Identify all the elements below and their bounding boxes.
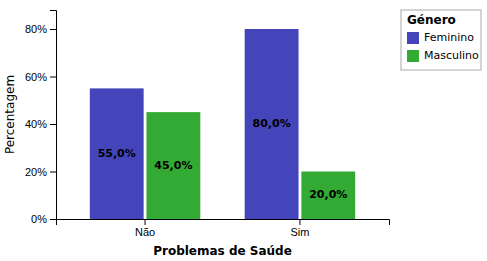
x-axis-title: Problemas de Saúde	[153, 244, 292, 258]
legend-swatch	[407, 50, 419, 62]
y-axis: 0% 20% 40% 60% 80%	[25, 11, 57, 226]
tick: 0%	[31, 213, 56, 225]
bar	[146, 112, 200, 219]
legend-swatch	[407, 32, 419, 44]
chart: 55,0% 80,0% 45,0% 20,0% 0% 20% 40% 60% 80% Não Sim…	[0, 0, 487, 261]
tick-mark	[145, 219, 146, 225]
legend-label: Feminino	[424, 31, 474, 44]
x-axis: Não Sim	[57, 219, 390, 238]
tick-mark	[299, 219, 300, 225]
tick: 40%	[25, 118, 56, 130]
data-label: 45,0%	[154, 159, 192, 172]
tick-label: Sim	[290, 226, 309, 238]
tick: 80%	[25, 23, 56, 35]
tick-label: 80%	[25, 23, 47, 35]
data-label: 20,0%	[309, 188, 347, 201]
bar	[245, 29, 299, 219]
axis-line	[57, 220, 390, 226]
bars	[90, 29, 355, 219]
legend: Género Feminino Masculino	[401, 10, 481, 70]
tick-label: 0%	[31, 213, 47, 225]
tick: Não	[135, 219, 155, 238]
tick-mark	[50, 77, 56, 78]
tick-label: 20%	[25, 166, 47, 178]
data-label: 80,0%	[253, 117, 291, 130]
tick-mark	[50, 219, 56, 220]
tick-mark	[50, 172, 56, 173]
tick: 20%	[25, 166, 56, 178]
legend-item: Masculino	[407, 49, 479, 62]
legend-title: Género	[407, 13, 456, 27]
tick-label: 60%	[25, 71, 47, 83]
tick: Sim	[290, 219, 309, 238]
data-labels: 55,0% 80,0% 45,0% 20,0%	[98, 117, 348, 201]
bar	[301, 172, 355, 220]
tick: 60%	[25, 71, 56, 83]
tick-label: Não	[135, 226, 155, 238]
legend-label: Masculino	[424, 49, 479, 62]
legend-item: Feminino	[407, 31, 474, 44]
bar	[90, 88, 144, 219]
tick-label: 40%	[25, 118, 47, 130]
y-axis-title: Percentagem	[3, 75, 17, 154]
tick-mark	[50, 29, 56, 30]
axis-line	[50, 11, 57, 220]
tick-mark	[50, 124, 56, 125]
data-label: 55,0%	[98, 147, 136, 160]
legend-frame	[401, 10, 481, 70]
plot: 55,0% 80,0% 45,0% 20,0% 0% 20% 40% 60% 80% Não Sim	[25, 11, 390, 238]
